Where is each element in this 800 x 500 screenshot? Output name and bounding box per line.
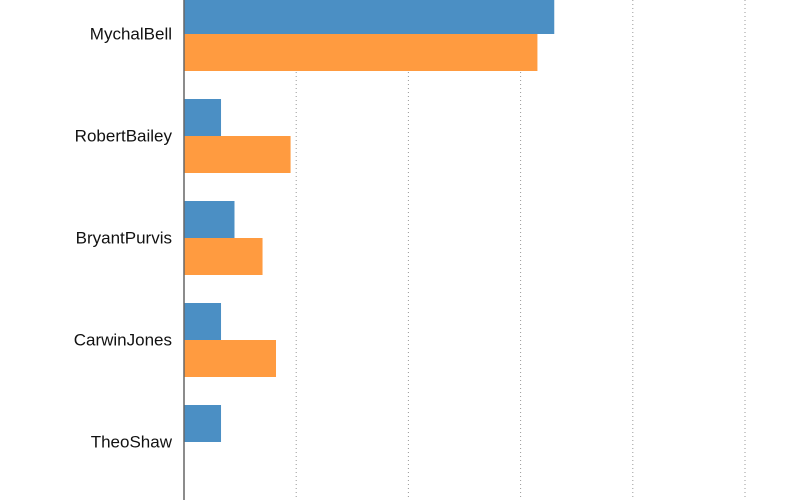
bar-BryantPurvis-series-2 bbox=[184, 238, 263, 275]
bar-RobertBailey-series-2 bbox=[184, 136, 291, 173]
bars bbox=[184, 0, 555, 442]
bar-TheoShaw-series-1 bbox=[184, 405, 222, 442]
category-tick-labels: MychalBell RobertBailey BryantPurvis Carwin… bbox=[74, 25, 173, 452]
bar-RobertBailey-series-1 bbox=[184, 99, 222, 136]
tick-label-MychalBell: MychalBell bbox=[90, 25, 172, 44]
tick-label-RobertBailey: RobertBailey bbox=[75, 127, 173, 146]
x-gridlines bbox=[295, 0, 746, 500]
bar-CarwinJones-series-1 bbox=[184, 303, 222, 340]
bar-MychalBell-series-1 bbox=[184, 0, 555, 34]
bar-BryantPurvis-series-1 bbox=[184, 201, 235, 238]
tick-label-CarwinJones: CarwinJones bbox=[74, 331, 172, 350]
tick-label-BryantPurvis: BryantPurvis bbox=[76, 229, 172, 248]
tick-label-TheoShaw: TheoShaw bbox=[91, 433, 173, 452]
bar-MychalBell-series-2 bbox=[184, 34, 538, 71]
bar-CarwinJones-series-2 bbox=[184, 340, 277, 377]
